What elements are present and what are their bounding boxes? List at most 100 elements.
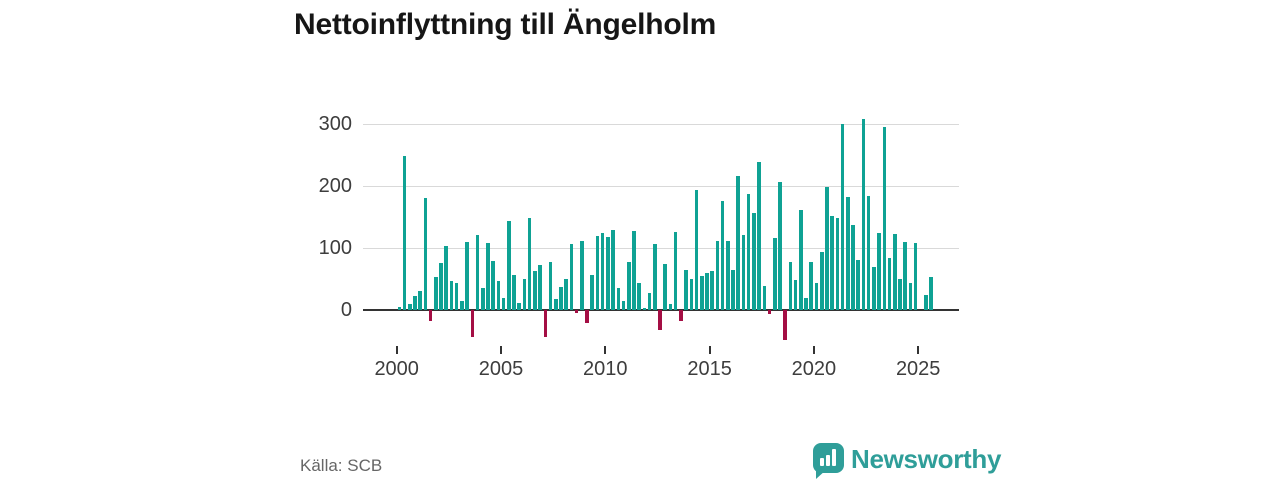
bar-2009-q1	[585, 310, 589, 324]
bar-2023-q4	[892, 234, 897, 310]
logo-text: Newsworthy	[851, 444, 1002, 474]
y-axis-label-200: 200	[318, 175, 352, 197]
x-axis-label-2020: 2020	[791, 358, 837, 380]
bar-2013-q1	[668, 303, 673, 310]
bar-2004-q1	[480, 287, 485, 310]
x-tick-2000	[395, 346, 398, 354]
bar-2014-q4	[705, 273, 709, 310]
bar-chart	[363, 114, 959, 340]
bar-2017-q1	[752, 213, 756, 310]
bar-2020-q4	[830, 215, 834, 310]
bar-2016-q1	[731, 269, 735, 310]
bar-2004-q2	[486, 243, 490, 310]
bar-2024-q3	[908, 282, 913, 310]
y-axis-label-100: 100	[318, 237, 352, 259]
bar-2015-q4	[726, 240, 730, 310]
x-axis-label-2025: 2025	[895, 358, 941, 380]
bar-2022-q4	[872, 266, 876, 310]
bar-2021-q1	[835, 218, 840, 310]
bar-2000-q1	[397, 306, 402, 310]
bar-2022-q1	[856, 260, 860, 310]
gridline-300	[363, 124, 959, 125]
logo-bar-icon	[832, 451, 836, 466]
bar-2005-q3	[512, 275, 516, 310]
bar-2013-q3	[679, 310, 683, 321]
bar-2002-q2	[444, 245, 449, 310]
bar-2024-q2	[903, 241, 907, 310]
bar-2024-q1	[898, 279, 902, 310]
bar-2003-q1	[460, 300, 464, 310]
bar-2011-q4	[642, 307, 647, 310]
bar-2003-q4	[475, 234, 480, 310]
bar-2017-q3	[762, 285, 767, 310]
bar-2023-q2	[882, 127, 887, 310]
bar-2005-q1	[501, 297, 506, 310]
bar-2014-q2	[694, 189, 699, 310]
bar-2006-q2	[527, 217, 532, 310]
bar-2008-q2	[569, 244, 574, 310]
bar-2011-q1	[626, 262, 631, 310]
bar-2021-q4	[851, 225, 855, 310]
source-note: Källa: SCB	[300, 456, 383, 475]
bar-2014-q3	[699, 275, 704, 310]
bar-2009-q3	[595, 236, 600, 310]
bar-2020-q3	[825, 187, 829, 310]
x-tick-2020	[812, 346, 815, 354]
x-axis-label-2010: 2010	[583, 358, 628, 380]
bar-2001-q3	[428, 310, 433, 322]
bar-2007-q2	[548, 261, 553, 310]
bar-2021-q2	[840, 124, 845, 310]
logo-bar-icon	[820, 458, 824, 466]
bar-2001-q1	[418, 290, 422, 310]
bar-2007-q1	[543, 310, 548, 338]
bar-2013-q2	[673, 231, 678, 310]
bar-2007-q3	[553, 298, 558, 310]
bar-2015-q2	[715, 240, 720, 310]
bar-2017-q2	[757, 161, 761, 310]
x-tick-2025	[917, 346, 920, 354]
bar-2014-q1	[689, 279, 694, 310]
bar-2001-q4	[434, 276, 438, 310]
bar-2013-q4	[684, 269, 688, 310]
bar-2018-q2	[778, 181, 782, 310]
bar-2018-q3	[783, 310, 787, 340]
bar-2018-q4	[788, 261, 793, 310]
x-tick-2005	[500, 346, 502, 354]
bar-2020-q2	[819, 251, 824, 310]
gridline-200	[363, 186, 959, 187]
bar-2015-q3	[720, 200, 725, 310]
bar-2008-q3	[574, 310, 579, 314]
logo-bar-icon	[826, 455, 830, 466]
logo-dot-icon	[832, 449, 836, 453]
y-axis-label-0: 0	[340, 299, 352, 321]
x-axis-label-2005: 2005	[478, 358, 524, 380]
bar-2000-q4	[413, 295, 417, 310]
x-tick-2010	[604, 346, 607, 354]
x-axis-label-2015: 2015	[687, 358, 732, 380]
bar-2019-q2	[799, 210, 803, 310]
logo-bubble-tail	[816, 470, 826, 479]
bar-2019-q1	[793, 280, 798, 310]
bar-2004-q3	[491, 261, 495, 310]
logo-bubble-icon	[813, 443, 844, 473]
newsworthy-logo: Newsworthy	[813, 441, 1073, 479]
bar-2006-q4	[538, 264, 542, 310]
bar-2006-q3	[533, 270, 537, 310]
bar-2002-q3	[449, 280, 454, 310]
bar-2008-q4	[580, 240, 584, 310]
bar-2016-q3	[741, 234, 746, 310]
bar-2025-q2	[924, 295, 928, 310]
bar-2022-q2	[861, 119, 866, 310]
bar-2021-q3	[845, 197, 850, 310]
bar-2023-q1	[877, 232, 881, 310]
bars-layer	[363, 114, 959, 340]
x-tick-2015	[708, 346, 711, 354]
bar-2024-q4	[913, 243, 918, 310]
bar-2002-q1	[439, 262, 443, 310]
bar-2010-q4	[621, 300, 626, 310]
bar-2016-q2	[736, 176, 741, 310]
bar-2005-q4	[517, 303, 522, 310]
bar-2011-q3	[637, 282, 641, 310]
bar-2001-q2	[423, 197, 428, 310]
x-axis-label-2000: 2000	[374, 358, 419, 380]
